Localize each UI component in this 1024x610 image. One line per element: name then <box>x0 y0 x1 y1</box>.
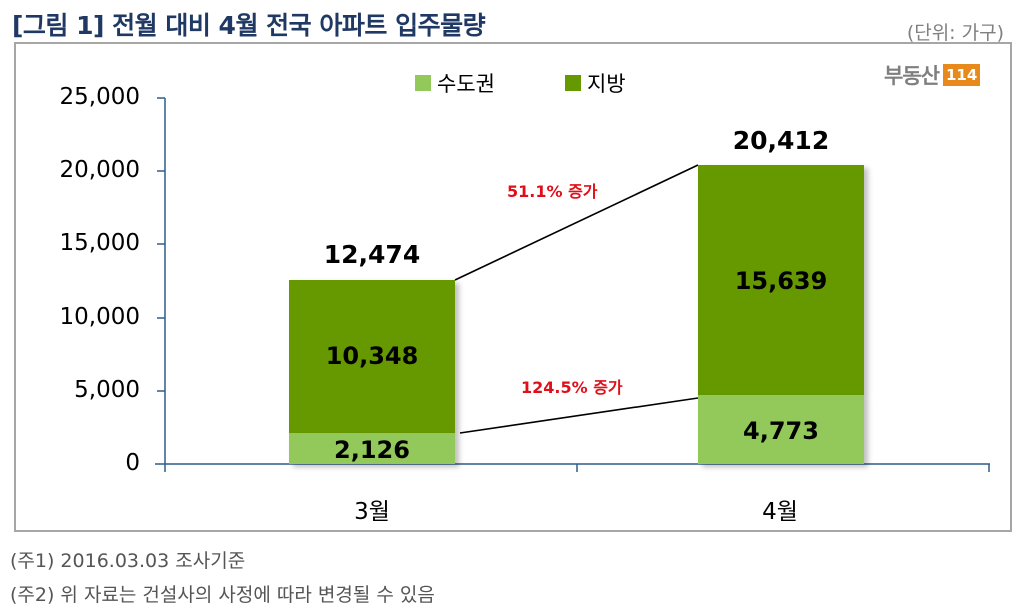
legend-item-regional: 지방 <box>564 68 626 98</box>
legend-swatch-regional <box>564 75 581 91</box>
legend: 수도권 지방 <box>415 68 626 98</box>
april-regional-value: 15,639 <box>734 267 828 295</box>
capital-growth-line <box>459 397 699 434</box>
x-label-april: 4월 <box>762 499 798 525</box>
march-regional-value: 10,348 <box>325 342 419 370</box>
chart-frame <box>14 42 1012 532</box>
y-tick: 10,000 <box>59 304 140 330</box>
y-tick: 15,000 <box>59 230 140 256</box>
logo-text: 부동산 <box>884 64 940 88</box>
bar-march-regional <box>289 280 455 433</box>
capital-growth-annotation: 124.5% 증가 <box>521 378 623 397</box>
unit-label: (단위: 가구) <box>906 22 1004 44</box>
logo-badge: 114 <box>942 64 981 86</box>
bar-april-regional <box>698 165 864 395</box>
april-capital-value: 4,773 <box>743 417 819 445</box>
bar-march-capital <box>289 433 455 464</box>
y-tick: 5,000 <box>74 377 140 403</box>
legend-swatch-capital <box>415 75 431 91</box>
y-tick: 20,000 <box>59 157 140 183</box>
total-growth-annotation: 51.1% 증가 <box>507 182 598 201</box>
legend-item-capital: 수도권 <box>415 68 495 98</box>
march-total-value: 12,474 <box>323 240 421 269</box>
footnote-1: (주1) 2016.03.03 조사기준 <box>10 550 246 572</box>
march-capital-value: 2,126 <box>334 436 410 464</box>
april-total-value: 20,412 <box>732 126 830 155</box>
chart-title: [그림 1] 전월 대비 4월 전국 아파트 입주물량 <box>12 11 486 40</box>
y-tick: 25,000 <box>59 84 140 110</box>
total-growth-line <box>454 164 699 281</box>
bar-april-capital <box>698 395 864 464</box>
legend-label: 지방 <box>586 72 626 96</box>
x-label-march: 3월 <box>354 499 390 525</box>
brand-logo: 부동산 114 <box>884 60 981 90</box>
y-tick: 0 <box>125 450 140 476</box>
legend-label: 수도권 <box>437 72 495 96</box>
footnote-2: (주2) 위 자료는 건설사의 사정에 따라 변경될 수 있음 <box>10 584 435 606</box>
